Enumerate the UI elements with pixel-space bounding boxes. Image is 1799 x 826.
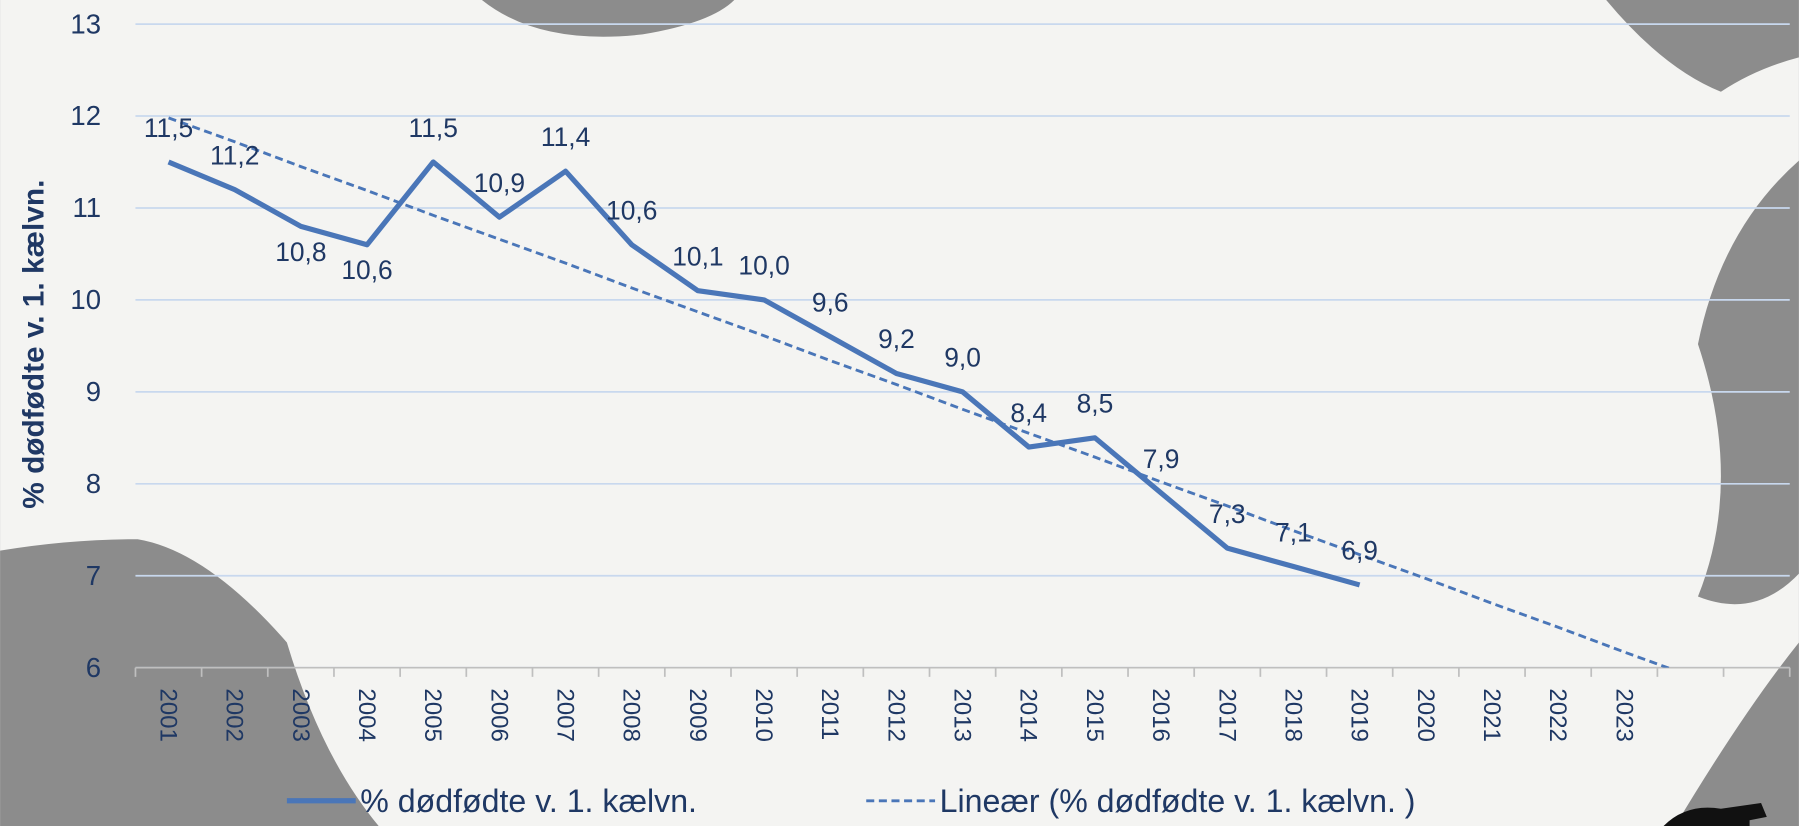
x-tick-label: 2001: [155, 688, 182, 742]
trend-line: [168, 116, 1672, 668]
x-tick-label: 2014: [1015, 688, 1042, 742]
legend-label: Lineær (% dødfødte v. 1. kælvn. ): [940, 783, 1416, 819]
x-tick-label: 2007: [552, 688, 579, 742]
x-tick-label: 2009: [684, 688, 711, 742]
x-tick-label: 2022: [1544, 688, 1571, 742]
x-tick-label: 2023: [1610, 688, 1637, 742]
y-tick-label: 12: [70, 100, 101, 131]
data-label: 7,1: [1275, 517, 1312, 547]
data-label: 8,5: [1077, 389, 1114, 419]
x-tick-label: 2011: [816, 688, 843, 740]
data-label: 10,9: [474, 168, 525, 198]
x-tick-label: 2004: [353, 688, 380, 742]
y-tick-label: 10: [70, 284, 101, 315]
y-tick-label: 11: [72, 192, 101, 223]
y-tick-label: 9: [86, 376, 101, 407]
data-label: 11,5: [409, 113, 458, 143]
data-line: [167, 159, 1361, 588]
data-label: 10,6: [606, 196, 657, 226]
x-tick-label: 2015: [1081, 688, 1108, 742]
data-label: 11,5: [144, 113, 193, 143]
data-label: 7,3: [1209, 499, 1246, 529]
x-tick-label: 2017: [1213, 688, 1240, 742]
y-axis-label: % dødfødte v. 1. kælvn.: [18, 180, 51, 509]
x-tick-label: 2002: [221, 688, 248, 742]
x-tick-label: 2012: [882, 688, 909, 742]
data-label: 11,2: [210, 140, 259, 170]
data-label: 9,2: [878, 324, 915, 354]
y-tick-label: 6: [86, 652, 101, 683]
data-label: 11,4: [541, 122, 590, 152]
data-label: 10,8: [275, 237, 326, 267]
x-tick-label: 2019: [1346, 688, 1373, 742]
x-tick-label: 2021: [1478, 688, 1505, 742]
data-label: 10,0: [738, 251, 789, 281]
x-tick-label: 2006: [485, 688, 512, 742]
data-label: 7,9: [1143, 444, 1180, 474]
x-tick-label: 2016: [1147, 688, 1174, 742]
data-label: 9,6: [812, 287, 849, 317]
y-tick-label: 13: [70, 8, 101, 39]
y-tick-label: 8: [86, 468, 101, 499]
x-tick-label: 2013: [949, 688, 976, 742]
x-tick-label: 2018: [1279, 688, 1306, 742]
x-tick-label: 2020: [1412, 688, 1439, 742]
data-label: 9,0: [944, 343, 981, 373]
x-tick-label: 2008: [618, 688, 645, 742]
data-label: 10,6: [341, 255, 392, 285]
x-tick-label: 2003: [287, 688, 314, 742]
x-tick-label: 2010: [750, 688, 777, 742]
y-tick-label: 7: [86, 560, 101, 591]
data-label: 6,9: [1341, 536, 1378, 566]
data-label: 8,4: [1010, 398, 1047, 428]
legend-label: % dødfødte v. 1. kælvn.: [360, 783, 697, 819]
data-label: 10,1: [672, 241, 723, 271]
cow-icon: [1663, 803, 1767, 826]
x-tick-label: 2005: [419, 688, 446, 742]
